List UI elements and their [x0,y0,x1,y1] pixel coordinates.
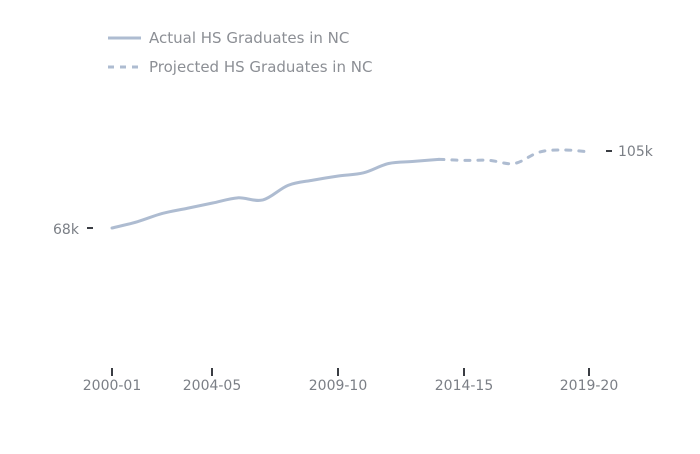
x-tick-label-2014-15: 2014-15 [435,378,494,394]
edge-labels: 68k 105k [53,144,654,238]
actual-series-line [110,157,441,230]
legend: Actual HS Graduates in NC Projected HS G… [108,29,372,76]
x-tick-label-2000-01: 2000-01 [83,378,142,394]
x-axis: 2000-01 2004-05 2009-10 2014-15 2019-20 [83,368,619,394]
x-tick-label-2019-20: 2019-20 [560,378,619,394]
x-tick-label-2009-10: 2009-10 [309,378,368,394]
legend-actual-label: Actual HS Graduates in NC [149,29,349,47]
start-value-label: 68k [53,222,80,238]
projected-series-line [437,148,592,166]
plot-lines [110,148,592,230]
end-value-label: 105k [618,144,654,160]
legend-projected-label: Projected HS Graduates in NC [149,58,372,76]
x-tick-label-2004-05: 2004-05 [183,378,242,394]
